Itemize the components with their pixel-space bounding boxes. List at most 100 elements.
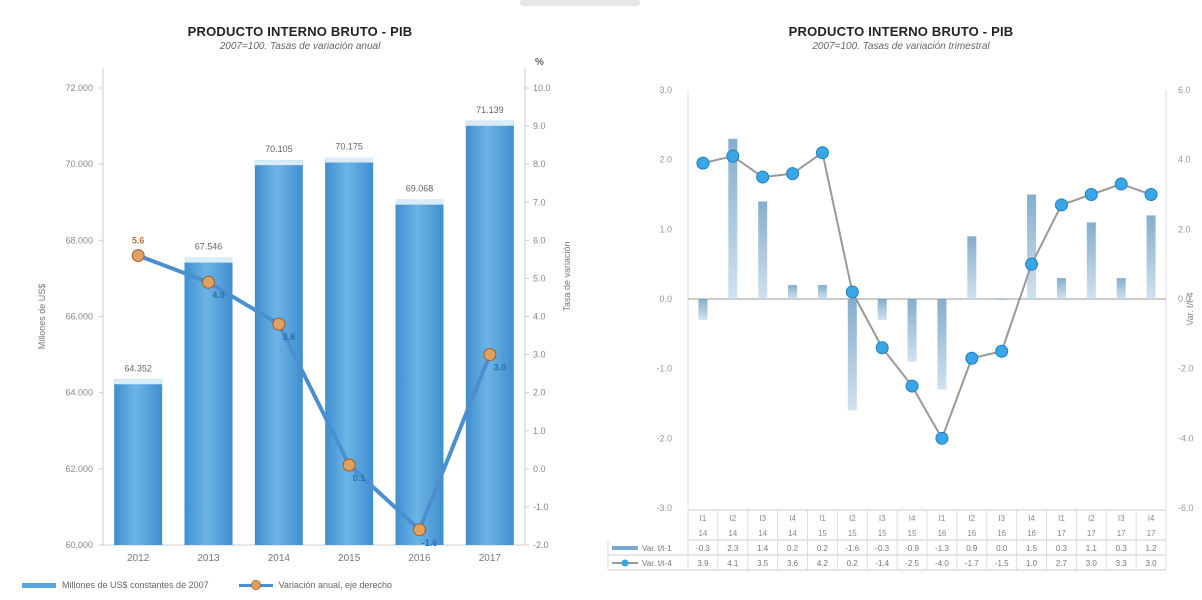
right-tick-label: -2.0: [1178, 364, 1194, 374]
quarter-bar: [728, 138, 738, 299]
year-label: 17: [1057, 529, 1066, 538]
line-marker: [875, 341, 889, 355]
table-line-value: 4.1: [727, 559, 739, 568]
quarter-bar: [907, 299, 917, 362]
line-marker: [815, 146, 829, 160]
line-marker: [272, 317, 286, 331]
bar-value-label: 64.352: [124, 363, 152, 373]
table-line-value: -1.4: [875, 559, 889, 568]
quarter-bar: [698, 299, 708, 320]
table-line-value: -2.5: [905, 559, 919, 568]
line-marker: [1114, 177, 1128, 191]
table-bar-value: 0.0: [996, 544, 1008, 553]
annual-chart-svg: 72.000 70.000 68.000 66.000 64.000 62.000 60.0…: [37, 57, 572, 564]
bar-legend-label: Millones de US$ constantes de 2007: [62, 580, 209, 590]
right-tick-label: -2.0: [533, 540, 549, 550]
right-tick-label: 3.0: [533, 350, 546, 360]
bar-value-label: 69.068: [406, 184, 434, 194]
quarter-bar: [1086, 222, 1096, 299]
left-tick-label: 3.0: [659, 85, 672, 95]
quarter-label: I4: [1148, 514, 1155, 523]
right-tick-label: 1.0: [533, 426, 546, 436]
quarterly-gdp-chart: PRODUCTO INTERNO BRUTO - PIB 2007=100. T…: [600, 0, 1202, 600]
right-tick-label: 4.0: [533, 312, 546, 322]
line-marker: [965, 351, 979, 365]
right-axis-unit: %: [535, 57, 544, 68]
quarter-label: I2: [729, 514, 736, 523]
table-line-value: -1.5: [995, 559, 1009, 568]
quarter-bar: [997, 299, 1007, 300]
right-tick-label: 6.0: [533, 235, 546, 245]
year-label: 15: [818, 529, 827, 538]
right-tick-label: 0.0: [1178, 294, 1191, 304]
quarterly-chart-svg: 3.0 2.0 1.0 0.0 -1.0 -2.0 -3.0 6.0 4.0 2.0 0.0 -2.0…: [607, 85, 1195, 571]
quarter-label: I3: [879, 514, 886, 523]
table-line-value: 3.0: [1086, 559, 1098, 568]
table-bar-value: -0.3: [696, 544, 710, 553]
table-line-value: 2.7: [1056, 559, 1068, 568]
quarter-bar: [1027, 194, 1037, 299]
table-bar-value: -0.3: [875, 544, 889, 553]
annual-variation-line: [137, 253, 492, 532]
table-bar-value: 0.2: [817, 544, 829, 553]
table-line-value: 3.6: [787, 559, 799, 568]
right-tick-label: -1.0: [533, 502, 549, 512]
line-legend-label: Var. t/t-4: [642, 559, 672, 568]
quarter-bar: [1056, 278, 1066, 299]
year-label: 15: [848, 529, 857, 538]
quarter-bar: [967, 236, 977, 299]
left-tick-label: 0.0: [659, 294, 672, 304]
quarter-label: I3: [998, 514, 1005, 523]
right-tick-label: 7.0: [533, 197, 546, 207]
table-line-value: 4.2: [817, 559, 829, 568]
year-label: 14: [788, 529, 797, 538]
quarter-label: I1: [1058, 514, 1065, 523]
right-tick-label: 0.0: [533, 464, 546, 474]
table-line-value: 1.0: [1026, 559, 1038, 568]
quarter-label: I4: [909, 514, 916, 523]
bar-cap: [114, 379, 163, 385]
line-value-label: 4.9: [212, 290, 225, 300]
bar: [465, 120, 514, 546]
left-tick-label: 70.000: [65, 159, 93, 169]
bar-cap: [325, 157, 374, 163]
left-tick-label: 66.000: [65, 312, 93, 322]
quarter-label: I4: [1028, 514, 1035, 523]
quarter-bar: [1146, 215, 1156, 299]
table-line-value: 3.5: [757, 559, 769, 568]
quarter-label: I1: [819, 514, 826, 523]
chart-subtitle: 2007=100. Tasas de variación anual: [219, 41, 381, 52]
year-label: 16: [997, 529, 1006, 538]
table-line-value: 3.9: [697, 559, 709, 568]
line-marker: [342, 458, 356, 472]
table-bar-value: 1.5: [1026, 544, 1038, 553]
quarter-label: I4: [789, 514, 796, 523]
right-tick-label: 6.0: [1178, 85, 1191, 95]
line-legend-swatch: [238, 579, 273, 590]
table-bar-value: 1.1: [1086, 544, 1098, 553]
table-line-value: 3.0: [1146, 559, 1158, 568]
bar-value-label: 70.105: [265, 144, 293, 154]
line-marker: [413, 523, 426, 537]
line-marker: [726, 149, 740, 163]
line-marker: [131, 249, 145, 263]
line-marker: [905, 379, 919, 393]
annual-gdp-chart: PRODUCTO INTERNO BRUTO - PIB 2007=100. T…: [0, 0, 600, 600]
yoy-variation-line: [702, 151, 1152, 440]
quarter-bar: [877, 299, 887, 320]
year-label: 15: [908, 529, 917, 538]
left-tick-label: 2.0: [659, 155, 672, 165]
table-bar-value: -0.9: [905, 544, 919, 553]
quarter-bar: [937, 299, 947, 390]
line-marker: [995, 344, 1009, 358]
left-tick-label: 72.000: [65, 83, 93, 93]
table-bar-value: 0.9: [966, 544, 978, 553]
right-tick-label: -6.0: [1178, 503, 1194, 513]
bar-value-label: 70.175: [335, 142, 363, 152]
table-bar-value: 1.4: [757, 544, 769, 553]
quarter-bar: [758, 201, 768, 299]
left-tick-label: -2.0: [656, 433, 672, 443]
x-tick-label: 2012: [127, 553, 150, 564]
table-line-value: 3.3: [1116, 559, 1128, 568]
line-marker: [845, 285, 859, 299]
